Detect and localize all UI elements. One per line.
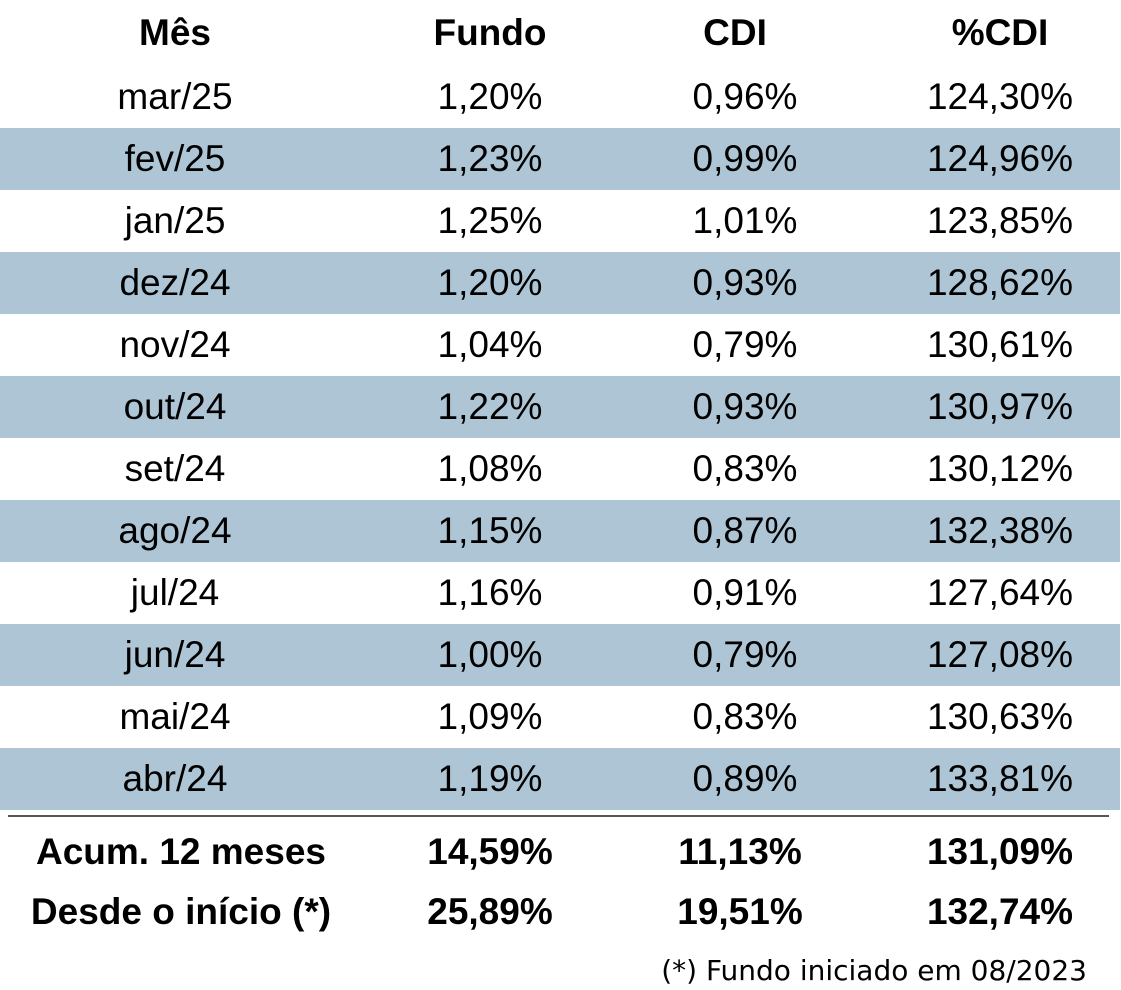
summary-pct-cdi: 132,74% <box>926 891 1074 932</box>
cell-pct-cdi: 132,38% <box>926 510 1074 551</box>
cell-pct-cdi: 127,64% <box>926 572 1074 613</box>
cell-month: fev/25 <box>124 138 226 179</box>
cell-cdi: 0,79% <box>692 634 798 675</box>
table-header-row: Mês Fundo CDI %CDI <box>0 0 1121 66</box>
summary-row-since-inception: Desde o início (*) 25,89% 19,51% 132,74% <box>0 882 1121 942</box>
cell-fund: 1,09% <box>437 696 543 737</box>
table-row: abr/24 1,19% 0,89% 133,81% <box>0 748 1120 810</box>
table-row: out/24 1,22% 0,93% 130,97% <box>0 376 1120 438</box>
cell-month: mar/25 <box>117 76 233 117</box>
cell-cdi: 0,91% <box>692 572 798 613</box>
summary-pct-cdi: 131,09% <box>926 831 1074 872</box>
header-cdi: CDI <box>703 12 767 53</box>
summary-divider <box>8 815 1109 817</box>
cell-fund: 1,20% <box>437 76 543 117</box>
summary-label: Acum. 12 meses <box>35 831 326 872</box>
cell-cdi: 1,01% <box>692 200 798 241</box>
cell-month: set/24 <box>124 448 226 489</box>
table-row: mar/25 1,20% 0,96% 124,30% <box>0 66 1121 128</box>
cell-month: dez/24 <box>119 262 231 303</box>
table-row: set/24 1,08% 0,83% 130,12% <box>0 438 1121 500</box>
cell-pct-cdi: 130,63% <box>926 696 1074 737</box>
cell-fund: 1,19% <box>437 758 543 799</box>
table-row: jun/24 1,00% 0,79% 127,08% <box>0 624 1120 686</box>
cell-cdi: 0,93% <box>692 386 798 427</box>
cell-pct-cdi: 130,61% <box>926 324 1074 365</box>
table-row: jul/24 1,16% 0,91% 127,64% <box>0 562 1121 624</box>
cell-cdi: 0,79% <box>692 324 798 365</box>
cell-cdi: 0,83% <box>692 696 798 737</box>
cell-pct-cdi: 130,12% <box>926 448 1074 489</box>
cell-pct-cdi: 124,96% <box>926 138 1074 179</box>
table-row: mai/24 1,09% 0,83% 130,63% <box>0 686 1121 748</box>
table-body: mar/25 1,20% 0,96% 124,30% fev/25 1,23% 0,99% 1… <box>0 66 1121 810</box>
summary-cdi: 19,51% <box>677 891 803 932</box>
cell-cdi: 0,83% <box>692 448 798 489</box>
cell-pct-cdi: 130,97% <box>926 386 1074 427</box>
cell-month: ago/24 <box>118 510 232 551</box>
table-row: nov/24 1,04% 0,79% 130,61% <box>0 314 1121 376</box>
cell-fund: 1,15% <box>437 510 543 551</box>
header-pct-cdi: %CDI <box>951 12 1049 53</box>
cell-pct-cdi: 128,62% <box>926 262 1074 303</box>
summary-row-12-months: Acum. 12 meses 14,59% 11,13% 131,09% <box>0 822 1121 882</box>
cell-month: jan/25 <box>124 200 226 241</box>
cell-pct-cdi: 123,85% <box>926 200 1074 241</box>
cell-month: jun/24 <box>124 634 226 675</box>
cell-pct-cdi: 124,30% <box>926 76 1074 117</box>
footnote: (*) Fundo iniciado em 08/2023 <box>661 954 1087 987</box>
cell-cdi: 0,87% <box>692 510 798 551</box>
table-row: jan/25 1,25% 1,01% 123,85% <box>0 190 1121 252</box>
returns-table: Mês Fundo CDI %CDI mar/25 1,20% 0,96% 124,3… <box>0 0 1121 810</box>
cell-fund: 1,22% <box>437 386 543 427</box>
cell-fund: 1,23% <box>437 138 543 179</box>
header-fund: Fundo <box>433 12 547 53</box>
cell-fund: 1,00% <box>437 634 543 675</box>
summary-fund: 14,59% <box>427 831 553 872</box>
cell-month: out/24 <box>123 386 227 427</box>
cell-pct-cdi: 133,81% <box>926 758 1074 799</box>
cell-fund: 1,08% <box>437 448 543 489</box>
table-row: fev/25 1,23% 0,99% 124,96% <box>0 128 1120 190</box>
summary-fund: 25,89% <box>427 891 553 932</box>
cell-month: jul/24 <box>130 572 220 613</box>
cell-cdi: 0,89% <box>692 758 798 799</box>
table-row: ago/24 1,15% 0,87% 132,38% <box>0 500 1120 562</box>
cell-cdi: 0,93% <box>692 262 798 303</box>
summary-label: Desde o início (*) <box>30 891 332 932</box>
cell-fund: 1,25% <box>437 200 543 241</box>
summary-cdi: 11,13% <box>678 831 802 872</box>
cell-cdi: 0,99% <box>692 138 798 179</box>
cell-fund: 1,16% <box>437 572 543 613</box>
cell-pct-cdi: 127,08% <box>926 634 1074 675</box>
cell-month: mai/24 <box>119 696 231 737</box>
cell-fund: 1,04% <box>437 324 543 365</box>
cell-fund: 1,20% <box>437 262 543 303</box>
header-month: Mês <box>139 12 211 53</box>
cell-month: nov/24 <box>119 324 231 365</box>
cell-cdi: 0,96% <box>692 76 798 117</box>
cell-month: abr/24 <box>122 758 228 799</box>
table-row: dez/24 1,20% 0,93% 128,62% <box>0 252 1120 314</box>
